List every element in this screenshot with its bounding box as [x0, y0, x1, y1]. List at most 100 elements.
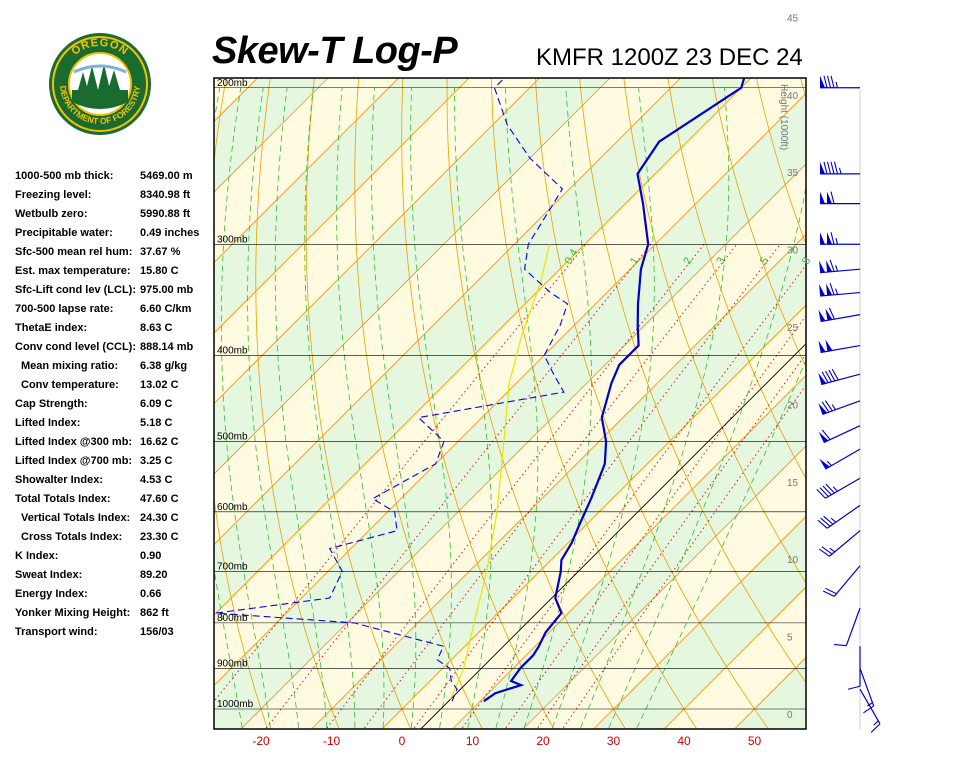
dry-adiabat	[354, 78, 483, 729]
height-tick-label: 5	[787, 633, 793, 644]
stat-label: Lifted Index @700 mb:	[15, 455, 133, 467]
moist-adiabat	[523, 87, 592, 728]
isotherm-line	[804, 727, 806, 729]
isotherm-line	[214, 78, 470, 334]
wind-barb	[820, 161, 860, 175]
stat-label: Showalter Index:	[15, 474, 104, 486]
moist-adiabat	[580, 87, 730, 728]
moist-adiabat	[371, 87, 417, 728]
isotherm-line	[214, 78, 399, 264]
stat-label: 700-500 lapse rate:	[15, 303, 114, 315]
stability-indices-panel: 1000-500 mb thick: 5469.00 m Freezing leve…	[15, 168, 215, 643]
stat-row: Sfc-500 mean rel hum: 37.67 %	[15, 244, 215, 263]
x-tick-label: 50	[748, 734, 762, 748]
stat-value: 6.09 C	[140, 398, 173, 410]
stat-row: Total Totals Index: 47.60 C	[15, 491, 215, 510]
stat-row: Precipitable water: 0.49 inches	[15, 225, 215, 244]
moist-adiabat	[274, 87, 328, 728]
dry-adiabat	[872, 0, 960, 735]
dry-adiabat	[800, 0, 960, 735]
stat-value: 23.30 C	[140, 531, 179, 543]
dry-adiabat	[623, 78, 806, 584]
height-axis-label: Height (1000ft)	[778, 84, 789, 150]
isotherm-line	[522, 445, 806, 729]
station-time: KMFR 1200Z 23 DEC 24	[536, 44, 803, 71]
height-tick-label: 20	[787, 400, 799, 411]
stat-row: Cap Strength: 6.09 C	[15, 396, 215, 415]
stat-value: 888.14 mb	[140, 341, 194, 353]
dry-adiabat	[305, 78, 412, 729]
stat-row: K Index: 0.90	[15, 548, 215, 567]
stat-value: 47.60 C	[140, 493, 179, 505]
height-tick-label: 25	[787, 323, 799, 334]
stat-value: 5990.88 ft	[140, 208, 191, 220]
stat-label: Freezing level:	[15, 189, 92, 201]
mixing-ratio-line	[363, 244, 738, 729]
dry-adiabat	[711, 78, 806, 369]
stat-label: Cap Strength:	[15, 398, 88, 410]
isotherm-line	[214, 78, 329, 193]
isobar-label: 400mb	[217, 345, 248, 356]
wind-barb	[820, 191, 860, 205]
stat-value: 0.49 inches	[140, 227, 200, 239]
height-tick-label: 40	[787, 91, 799, 102]
stat-label: Vertical Totals Index:	[21, 512, 131, 524]
mixing-ratio-line	[265, 244, 652, 729]
isotherm-line	[663, 586, 806, 729]
wind-barb	[818, 339, 861, 354]
height-tick-label: 45	[787, 13, 799, 24]
wind-barb	[820, 232, 860, 245]
dry-adiabat	[446, 78, 626, 729]
wind-barb	[816, 477, 861, 499]
wind-barb	[859, 688, 881, 733]
stat-label: K Index:	[15, 550, 59, 562]
wind-barb	[818, 425, 861, 444]
dewpoint-trace	[215, 78, 569, 702]
x-tick-label: 10	[466, 734, 480, 748]
wind-barb	[819, 282, 861, 297]
stat-label: Lifted Index @300 mb:	[15, 436, 133, 448]
plot-frame	[213, 77, 807, 730]
stat-value: 975.00 mb	[140, 284, 194, 296]
isotherm-line	[311, 233, 806, 729]
stat-value: 5.18 C	[140, 417, 173, 429]
isotherm-line	[452, 374, 806, 729]
oregon-forestry-logo: OREGON DEPARTMENT OF FORESTRY	[48, 32, 152, 136]
stat-value: 6.38 g/kg	[140, 360, 188, 372]
stat-label: Precipitable water:	[15, 227, 113, 239]
stat-row: Sfc-Lift cond lev (LCL): 975.00 mb	[15, 282, 215, 301]
mixing-ratio-line	[504, 315, 806, 729]
stat-row: Conv temperature: 13.02 C	[15, 377, 215, 396]
mixing-ratio-label: 3	[714, 255, 727, 266]
stat-label: Est. max temperature:	[15, 265, 131, 277]
wind-barb	[833, 607, 861, 647]
wind-barb	[822, 565, 861, 597]
x-tick-label: 30	[607, 734, 621, 748]
mixing-ratio-label: 2	[681, 255, 694, 266]
mixing-ratio-label: 8	[800, 255, 813, 266]
stat-label: Conv temperature:	[21, 379, 119, 391]
stat-value: 89.20	[140, 569, 168, 581]
moist-adiabat	[247, 87, 299, 728]
moist-adiabat	[220, 87, 271, 728]
dry-adiabat	[579, 78, 806, 684]
isotherm-line	[214, 78, 540, 405]
wind-barb	[817, 504, 861, 529]
x-tick-label: 40	[677, 734, 691, 748]
isotherm-line	[381, 304, 806, 729]
isotherm-line	[214, 78, 611, 475]
x-tick-label: 20	[536, 734, 550, 748]
stat-row: Lifted Index: 5.18 C	[15, 415, 215, 434]
mixing-ratio-line	[214, 244, 587, 703]
wind-barb	[819, 530, 861, 557]
stat-label: Sfc-500 mean rel hum:	[15, 246, 133, 258]
stat-label: 1000-500 mb thick:	[15, 170, 114, 182]
isotherm-line	[214, 78, 681, 546]
stat-label: ThetaE index:	[15, 322, 88, 334]
stat-value: 0.66	[140, 588, 162, 600]
stat-label: Sweat Index:	[15, 569, 83, 581]
isotherm-line	[214, 78, 752, 616]
stat-value: 37.67 %	[140, 246, 181, 258]
dry-adiabat	[401, 78, 555, 729]
